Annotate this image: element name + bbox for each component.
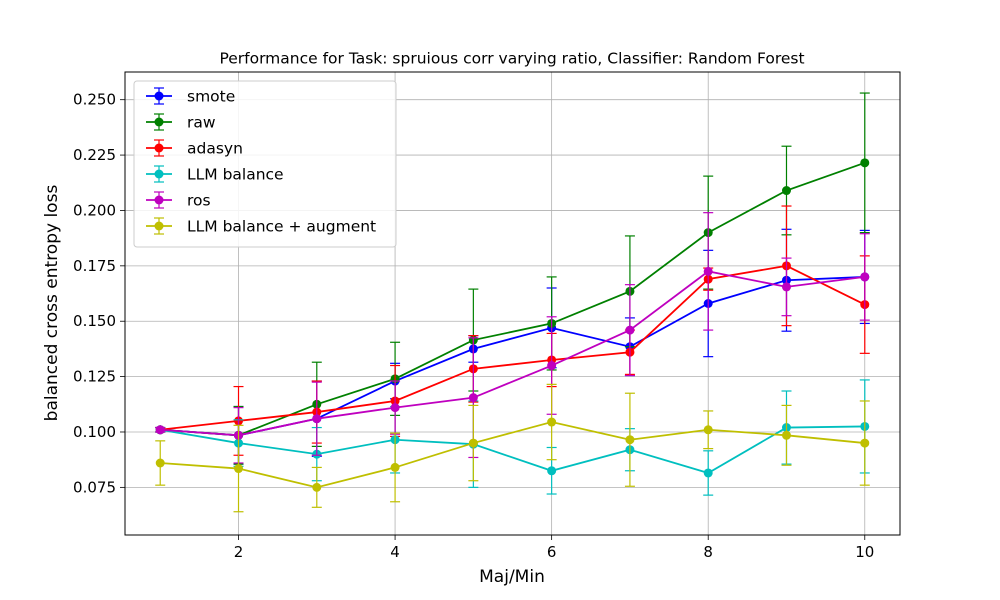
x-axis-label: Maj/Min xyxy=(479,567,545,587)
y-tick-label: 0.100 xyxy=(73,423,116,441)
legend-label: LLM balance xyxy=(187,166,284,184)
data-point xyxy=(625,435,635,445)
y-axis-label: balanced cross entropy loss xyxy=(42,185,62,422)
data-point xyxy=(390,403,400,413)
chart-title: Performance for Task: spruious corr vary… xyxy=(219,50,804,68)
data-point xyxy=(155,425,165,435)
series-line xyxy=(160,276,865,437)
data-point xyxy=(312,414,322,424)
legend-marker xyxy=(154,195,164,205)
data-point xyxy=(625,325,635,335)
legend: smote raw adasyn LLM balance ros LLM balance … xyxy=(133,80,397,248)
legend-box xyxy=(133,80,397,248)
data-point xyxy=(860,272,870,282)
y-tick-label: 0.125 xyxy=(73,368,116,386)
y-tick-label: 0.150 xyxy=(73,312,116,330)
data-point xyxy=(547,466,557,476)
series-line xyxy=(160,421,865,489)
data-point xyxy=(781,282,791,292)
legend-label: ros xyxy=(187,192,211,210)
data-point xyxy=(703,266,713,276)
data-point xyxy=(781,430,791,440)
plot-frame xyxy=(124,71,901,536)
legend-label: LLM balance + augment xyxy=(187,218,376,236)
x-tick-label: 4 xyxy=(390,543,400,561)
data-point xyxy=(155,458,165,468)
series-line xyxy=(160,425,865,474)
data-point xyxy=(547,417,557,427)
legend-label: smote xyxy=(187,88,235,106)
x-tick-label: 10 xyxy=(855,543,874,561)
series-ros xyxy=(155,212,870,464)
series-layer xyxy=(155,92,870,513)
data-point xyxy=(234,464,244,474)
y-tick-label: 0.250 xyxy=(73,91,116,109)
data-point xyxy=(312,482,322,492)
legend-marker xyxy=(154,91,164,101)
data-point xyxy=(860,438,870,448)
data-point xyxy=(468,393,478,403)
data-point xyxy=(703,425,713,435)
legend-marker xyxy=(154,143,164,153)
series-line xyxy=(160,270,865,437)
x-tick-label: 2 xyxy=(234,543,244,561)
series-line xyxy=(160,264,866,431)
data-point xyxy=(781,186,791,196)
series-llm-balance xyxy=(155,379,870,496)
ticks: 2 4 6 8 10 0.075 0.100 0.125 0.150 0.175 0.200 0.22… xyxy=(73,91,874,561)
y-tick-label: 0.225 xyxy=(73,146,116,164)
y-tick-label: 0.175 xyxy=(73,257,116,275)
legend-label: raw xyxy=(187,114,216,132)
x-tick-label: 8 xyxy=(703,543,713,561)
data-point xyxy=(703,468,713,478)
series-line xyxy=(160,161,866,437)
legend-marker xyxy=(154,221,164,231)
legend-marker xyxy=(154,117,164,127)
y-tick-label: 0.200 xyxy=(73,201,116,219)
legend-label: adasyn xyxy=(187,140,243,158)
legend-marker xyxy=(154,169,164,179)
series-llm-balance-augment xyxy=(155,383,870,513)
x-tick-label: 6 xyxy=(547,543,557,561)
data-point xyxy=(468,438,478,448)
data-point xyxy=(860,158,870,168)
y-tick-label: 0.075 xyxy=(73,478,116,496)
series-smote xyxy=(155,228,870,465)
data-point xyxy=(390,462,400,472)
data-point xyxy=(547,361,557,371)
